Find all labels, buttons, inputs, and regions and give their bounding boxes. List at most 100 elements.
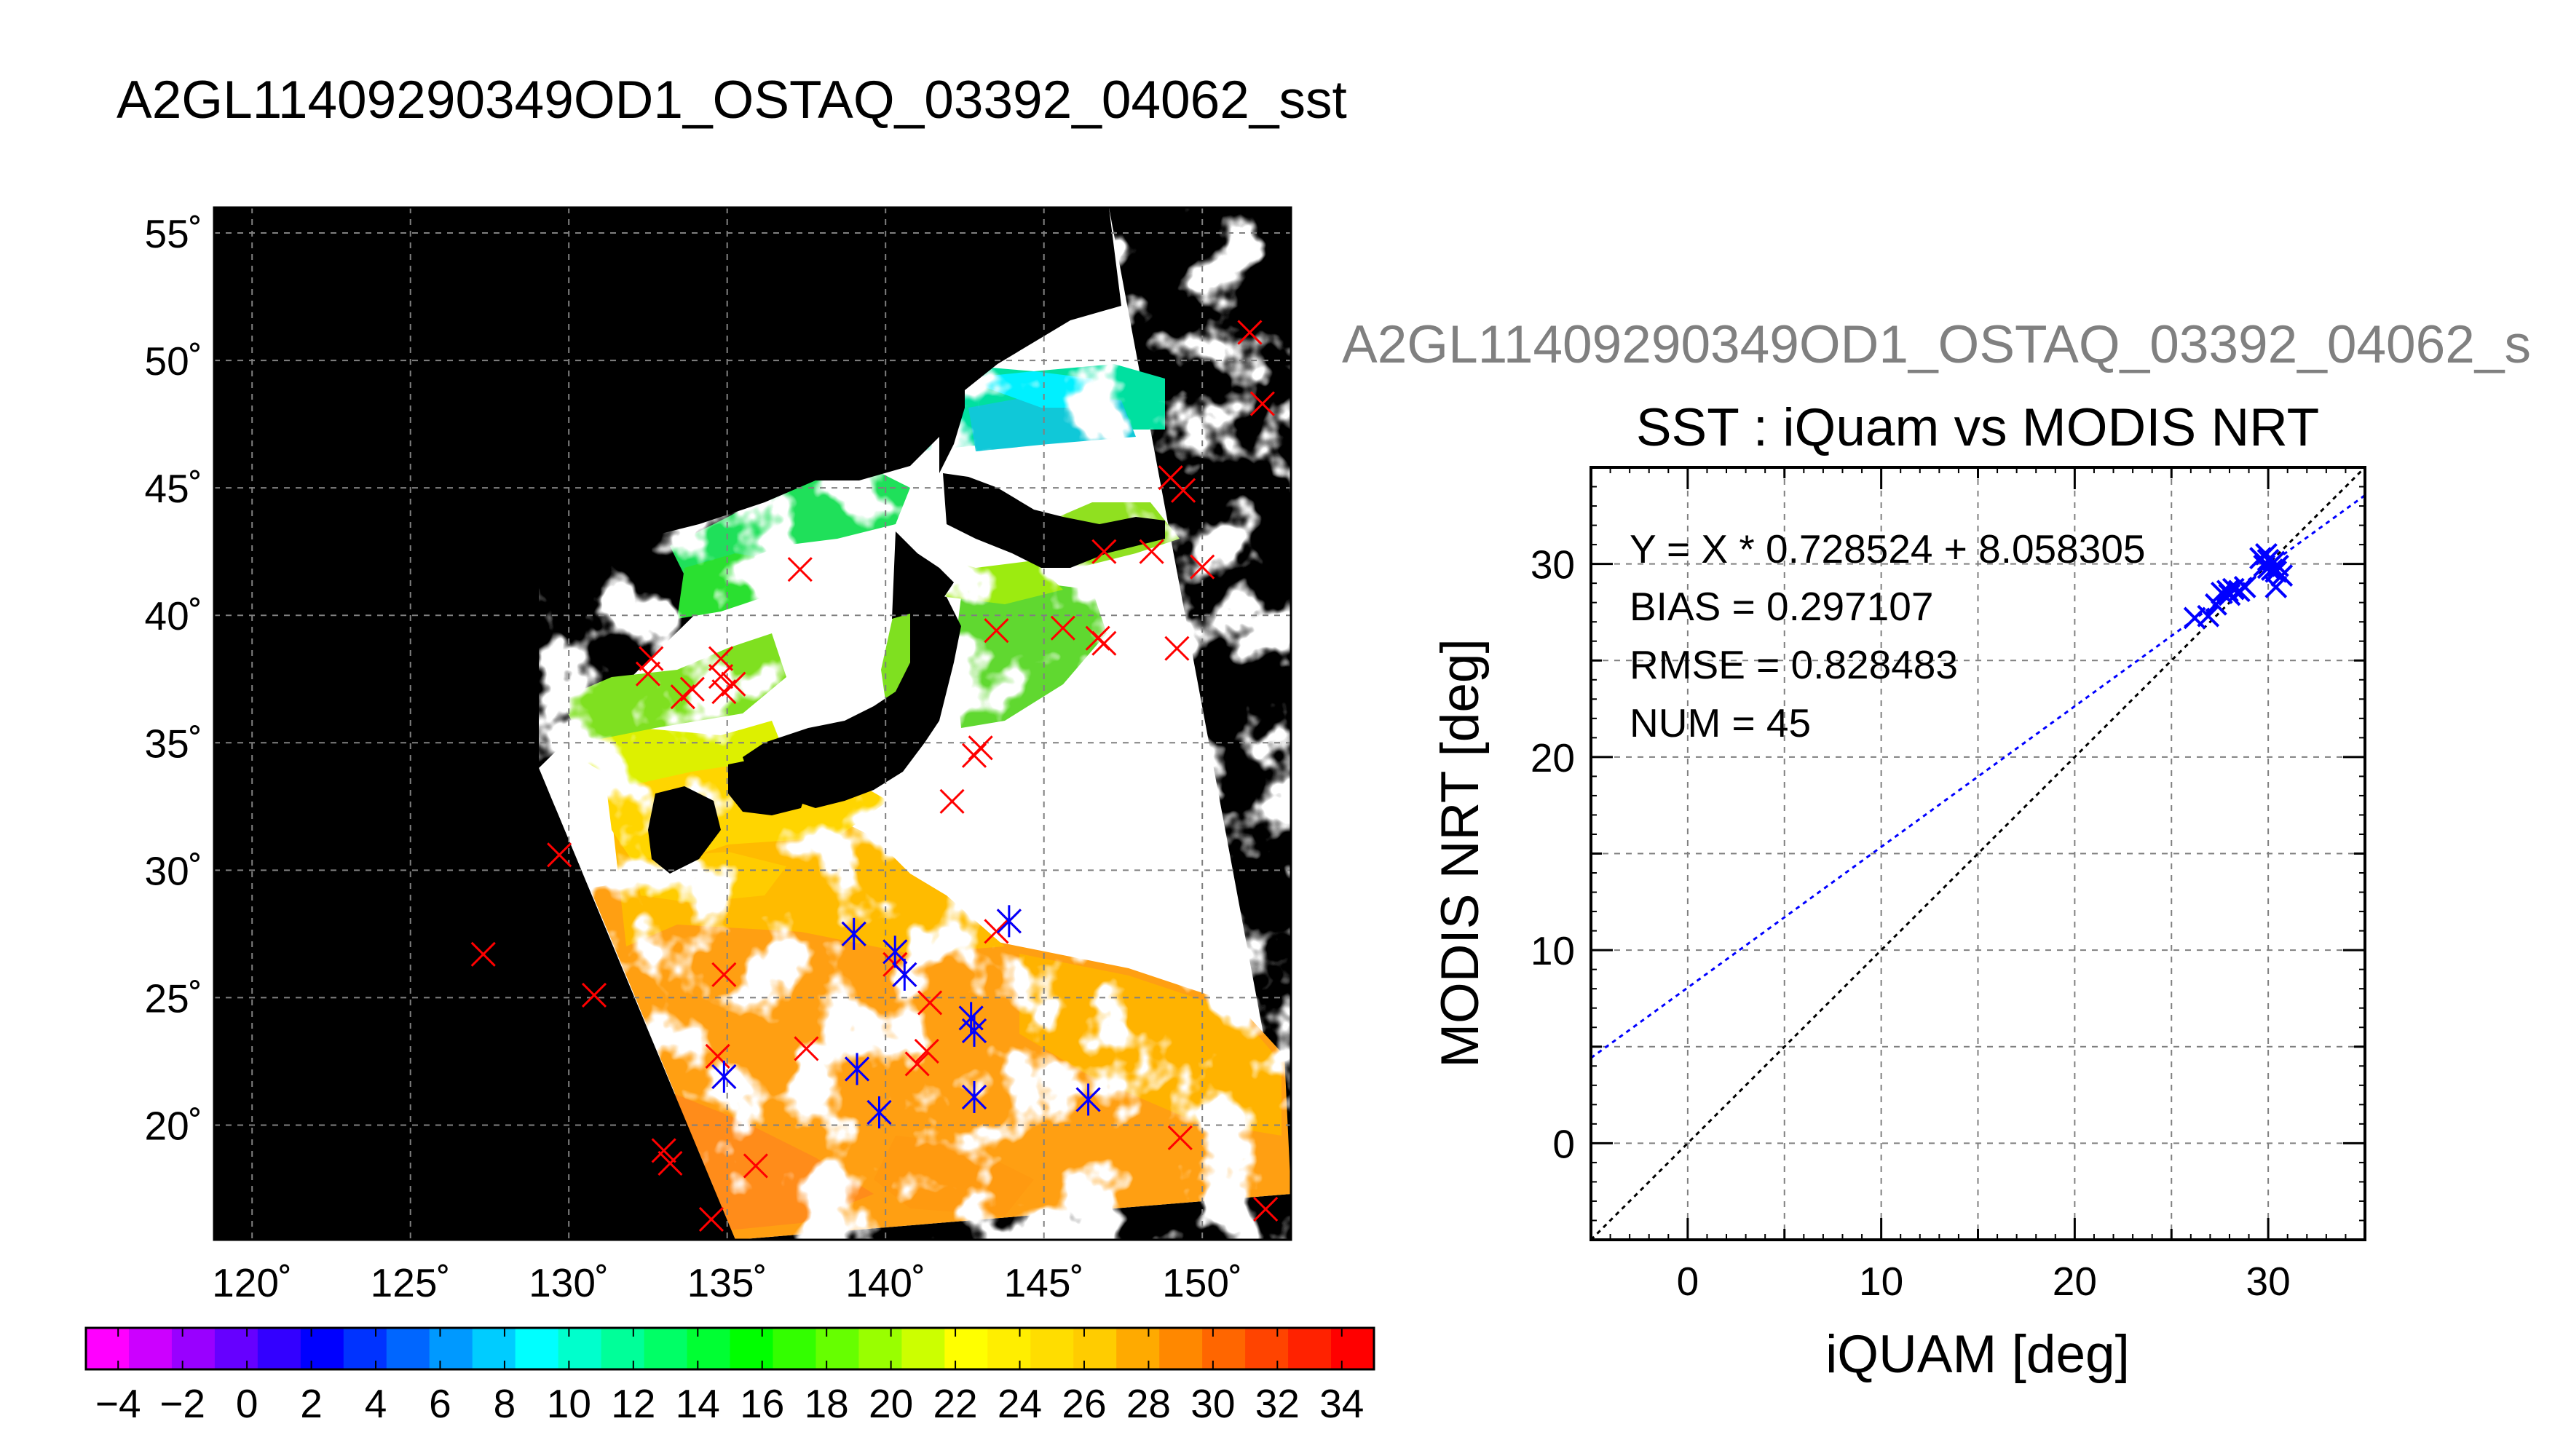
- map-modis-marker: [882, 935, 908, 968]
- scatter-gridlines: [1591, 467, 2365, 1240]
- map-modis-marker: [844, 1053, 870, 1085]
- colorbar-cell: [472, 1328, 516, 1369]
- map-match-marker: [581, 982, 607, 1008]
- scatter-point: [2270, 564, 2294, 587]
- marker-stroke: [958, 1005, 984, 1031]
- map-match-marker: [904, 1051, 930, 1077]
- marker-stroke: [2266, 554, 2289, 577]
- map-match-marker: [670, 684, 695, 710]
- marker-stroke: [984, 618, 1009, 644]
- map-match-marker: [1190, 554, 1215, 579]
- marker-stroke: [1249, 391, 1275, 416]
- bias-label: BIAS = 0.297107: [1630, 584, 1933, 629]
- map-gridlines: [214, 207, 1291, 1240]
- colorbar-cell: [816, 1328, 860, 1369]
- map-match-marker: [705, 1043, 730, 1069]
- map-y-tick-label: 50˚: [145, 339, 203, 384]
- marker-stroke: [711, 1064, 737, 1089]
- colorbar-cell: [171, 1328, 216, 1369]
- marker-stroke: [1075, 1087, 1101, 1112]
- colorbar-cell: [1116, 1328, 1161, 1369]
- map-match-marker: [651, 1138, 676, 1163]
- marker-stroke: [670, 684, 695, 710]
- marker-stroke: [679, 676, 705, 702]
- marker-stroke: [2270, 564, 2294, 587]
- marker-stroke: [711, 962, 737, 987]
- scatter-plot: SST : iQuam vs MODIS NRT 0 10 20 300102030 …: [1431, 398, 2366, 1384]
- marker-cross: [866, 1099, 892, 1125]
- map-blue-markers: [711, 905, 1101, 1128]
- map-match-marker: [721, 671, 746, 697]
- marker-stroke: [470, 941, 496, 967]
- marker-stroke: [705, 1043, 730, 1069]
- colorbar-tick-label: 10: [547, 1381, 591, 1426]
- map-x-tick-label: 130˚: [529, 1260, 609, 1305]
- map-y-tick-label: 35˚: [145, 721, 203, 766]
- map-match-marker: [914, 1038, 939, 1064]
- scatter-point: [2233, 576, 2256, 598]
- map-x-tick-label: 140˚: [845, 1260, 925, 1305]
- colorbar-cell: [1202, 1328, 1247, 1369]
- map-match-marker: [708, 664, 734, 689]
- colorbar-tick-label: 32: [1255, 1381, 1300, 1426]
- marker-stroke: [961, 1084, 987, 1109]
- colorbar-cell: [558, 1328, 602, 1369]
- scatter-title: SST : iQuam vs MODIS NRT: [1636, 398, 2319, 457]
- map-y-tick-label: 20˚: [145, 1103, 203, 1148]
- colorbar-tick-label: 22: [933, 1381, 977, 1426]
- marker-stroke: [892, 962, 917, 987]
- colorbar: −4 −2 0 2 4 6 8 10 12 14 16 18 20 22 24 26 28 30 32 34: [84, 1326, 1375, 1426]
- map-y-tick-label: 40˚: [145, 593, 203, 638]
- marker-stroke: [914, 1038, 939, 1064]
- map-match-marker: [1249, 391, 1275, 416]
- map-x-ticks: 120˚ 125˚ 130˚ 135˚ 140˚ 145˚ 150˚: [212, 1260, 1242, 1305]
- map-modis-marker: [1075, 1083, 1101, 1116]
- colorbar-cell: [1159, 1328, 1204, 1369]
- marker-stroke: [794, 1036, 819, 1061]
- colorbar-tick-label: 20: [869, 1381, 913, 1426]
- colorbar-tick-label: 8: [494, 1381, 516, 1426]
- map-modis-marker: [711, 1060, 737, 1093]
- colorbar-ticks: −4 −2 0 2 4 6 8 10 12 14 16 18 20 22 24 26 28 30 32 34: [95, 1328, 1364, 1426]
- marker-stroke: [651, 1138, 676, 1163]
- map-match-marker: [1091, 539, 1117, 564]
- marker-cross: [961, 1084, 987, 1109]
- page-title: A2GL11409290349OD1_OSTAQ_03392_04062_sst: [117, 71, 1347, 130]
- map-modis-marker: [866, 1096, 892, 1128]
- colorbar-cell: [1030, 1328, 1075, 1369]
- colorbar-tick-label: 24: [998, 1381, 1042, 1426]
- colorbar-cell: [858, 1328, 903, 1369]
- map-match-marker: [1167, 1125, 1193, 1151]
- colorbar-tick-label: −2: [159, 1381, 205, 1426]
- scatter-supertitle: A2GL11409290349OD1_OSTAQ_03392_04062_s: [1342, 315, 2531, 374]
- marker-stroke: [708, 664, 734, 689]
- colorbar-tick-label: 2: [300, 1381, 323, 1426]
- rmse-label: RMSE = 0.828483: [1630, 642, 1958, 687]
- marker-stroke: [2197, 604, 2220, 628]
- map-match-marker: [1050, 615, 1075, 641]
- sst-map: 120˚ 125˚ 130˚ 135˚ 140˚ 145˚ 150˚ 20˚ 25˚ 30˚ 35…: [145, 206, 1292, 1305]
- colorbar-cells: [86, 1328, 1375, 1369]
- colorbar-cell: [300, 1328, 344, 1369]
- marker-stroke: [882, 939, 908, 965]
- map-y-tick-label: 25˚: [145, 976, 203, 1021]
- colorbar-cell: [601, 1328, 645, 1369]
- x-axis-label: iQUAM [deg]: [1825, 1325, 2130, 1384]
- map-match-marker: [968, 735, 993, 761]
- marker-stroke: [721, 671, 746, 697]
- map-x-tick-label: 120˚: [212, 1260, 292, 1305]
- scatter-x-tick-label: 10: [1859, 1259, 1903, 1304]
- marker-stroke: [996, 909, 1022, 934]
- colorbar-cell: [128, 1328, 173, 1369]
- marker-stroke: [968, 735, 993, 761]
- map-match-marker: [1171, 478, 1196, 503]
- map-match-marker: [1164, 636, 1190, 661]
- colorbar-cell: [343, 1328, 387, 1369]
- land-mask: [214, 207, 1165, 1240]
- map-y-tick-label: 30˚: [145, 848, 203, 893]
- num-label: NUM = 45: [1630, 700, 1811, 745]
- marker-cross: [961, 1018, 987, 1043]
- marker-cross: [1075, 1087, 1101, 1112]
- map-match-marker: [984, 618, 1009, 644]
